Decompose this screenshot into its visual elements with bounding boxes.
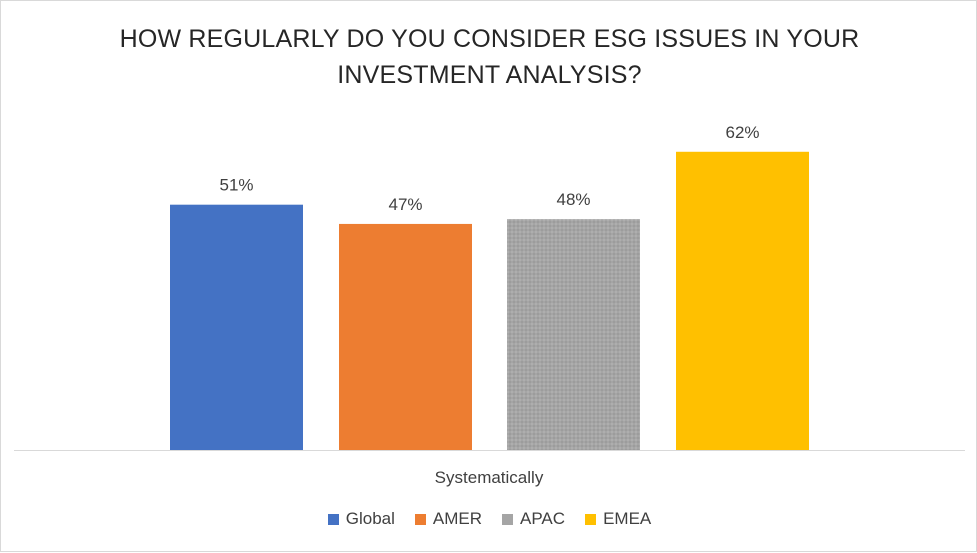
legend-item-emea: EMEA [585,509,651,529]
legend-label-amer: AMER [432,509,483,528]
bar-emea [676,151,809,450]
x-tick-label: Systematically [435,468,544,487]
data-label-global: 51% [219,176,253,195]
chart-title: HOW REGULARLY DO YOU CONSIDER ESG ISSUES… [1,21,977,93]
legend-label-global: Global [345,509,395,528]
data-label-amer: 47% [388,195,422,214]
legend-swatch-apac [502,513,514,525]
bar-amer [339,223,472,450]
legend-label-emea: EMEA [603,509,652,528]
bar-global [170,204,303,450]
legend-item-global: Global [327,509,395,529]
legend: Global AMER APAC EMEA [1,509,977,529]
legend-item-apac: APAC [502,509,565,529]
data-label-apac: 48% [556,190,590,209]
bar-apac [507,219,640,450]
chart-title-line-2: INVESTMENT ANALYSIS? [337,61,642,89]
chart-title-line-1: HOW REGULARLY DO YOU CONSIDER ESG ISSUES… [119,25,860,53]
legend-swatch-emea [585,513,597,525]
legend-label-apac: APAC [520,509,566,528]
legend-swatch-global [327,513,339,525]
data-label-emea: 62% [725,123,759,142]
legend-item-amer: AMER [414,509,483,529]
legend-swatch-amer [414,513,426,525]
